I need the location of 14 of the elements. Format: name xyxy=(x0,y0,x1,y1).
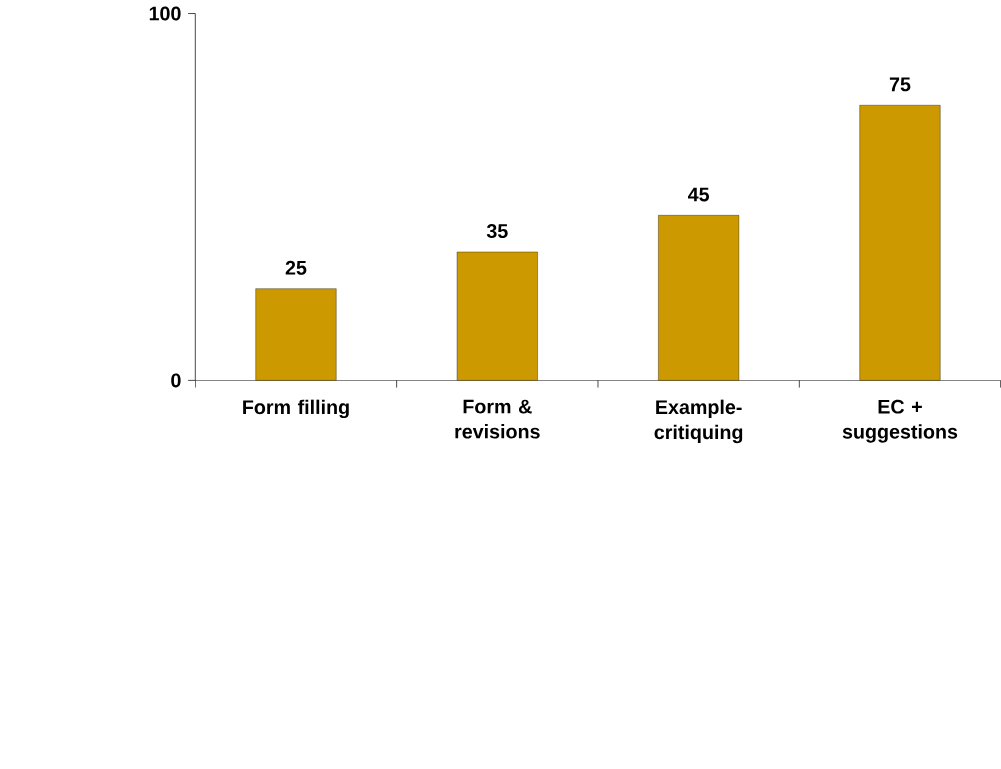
y-tick-label: 0 xyxy=(171,373,181,388)
data-label: 75 xyxy=(889,77,911,92)
bar xyxy=(255,288,337,381)
bar xyxy=(658,214,740,381)
x-tick-label: Form & revisions xyxy=(455,399,540,439)
bar xyxy=(859,104,941,381)
y-tick-label: 100 xyxy=(149,6,181,21)
data-label: 25 xyxy=(285,260,307,275)
bar xyxy=(456,251,538,381)
data-label: 35 xyxy=(486,223,508,238)
x-tick-label: Example-critiquing xyxy=(654,399,743,444)
x-tick-label: Form filling xyxy=(243,399,349,418)
data-label: 45 xyxy=(687,187,710,202)
x-tick-label: EC + suggestions xyxy=(842,399,958,443)
